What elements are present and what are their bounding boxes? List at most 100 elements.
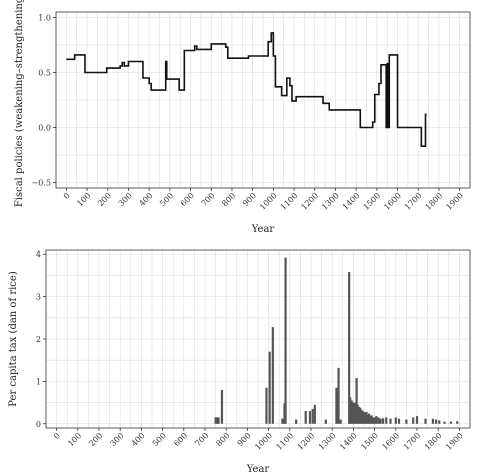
fiscal-policy-x-tick-label: 100: [75, 191, 92, 208]
fiscal-policy-x-tick-label: 1300: [320, 191, 341, 212]
per-capita-tax-bar: [265, 387, 268, 424]
per-capita-tax-x-tick-label: 1300: [317, 431, 338, 452]
per-capita-tax-x-axis-label: Year: [246, 464, 270, 475]
per-capita-tax-bar: [370, 415, 373, 424]
per-capita-tax-bar: [371, 417, 374, 424]
fiscal-policy-grid: [56, 12, 470, 188]
fiscal-policy-x-tick-label: 1400: [341, 191, 362, 212]
per-capita-tax-bar: [214, 417, 217, 424]
per-capita-tax-bar: [434, 419, 438, 424]
fiscal-policy-x-tick-label: 500: [158, 191, 175, 208]
fiscal-policy-x-tick-label: 1500: [362, 191, 383, 212]
per-capita-tax-bar: [295, 419, 298, 424]
per-capita-tax-bar: [364, 413, 367, 424]
per-capita-tax-y-tick-label: 4: [36, 250, 41, 259]
per-capita-tax-bar: [385, 417, 388, 424]
per-capita-tax-bar: [220, 389, 224, 424]
fiscal-policy-x-tick-label: 1000: [258, 191, 279, 212]
per-capita-tax-bar: [389, 418, 392, 424]
per-capita-tax-bar: [337, 367, 340, 424]
fiscal-policy-x-tick-label: 300: [117, 191, 134, 208]
per-capita-tax-bar: [431, 418, 434, 424]
per-capita-tax-bar: [381, 418, 385, 424]
fiscal-policy-panel: 0 100 200 300 400 500 600 700 800 900 1000 1100 1200…: [14, 0, 471, 235]
per-capita-tax-x-tick-label: 700: [193, 431, 210, 448]
per-capita-tax-x-tick-label: 400: [130, 431, 147, 448]
fiscal-policy-y-tick-label: 0.0: [38, 124, 51, 133]
fiscal-policy-x-tick-label: 1700: [403, 191, 424, 212]
per-capita-tax-bar: [353, 402, 356, 424]
per-capita-tax-bar: [324, 419, 327, 424]
fiscal-policy-y-axis-label: Fiscal policies (weakening–strengthening…: [14, 0, 25, 207]
per-capita-tax-bar: [456, 421, 459, 424]
per-capita-tax-bar: [217, 417, 220, 424]
per-capita-tax-bar: [215, 417, 219, 424]
per-capita-tax-bar: [350, 400, 353, 424]
per-capita-tax-bar: [405, 419, 408, 424]
per-capita-tax-x-tick-label: 1100: [274, 431, 295, 452]
fiscal-policy-y-ticks: −0.5 0.0 0.5 1.0: [32, 14, 56, 188]
fiscal-policy-x-tick-label: 1900: [444, 191, 465, 212]
per-capita-tax-bar: [412, 417, 415, 424]
per-capita-tax-y-tick-label: 0: [36, 420, 41, 429]
per-capita-tax-y-tick-label: 3: [36, 293, 41, 302]
per-capita-tax-x-tick-label: 800: [214, 431, 231, 448]
fiscal-policy-x-tick-label: 400: [137, 191, 154, 208]
fiscal-policy-x-tick-label: 800: [220, 191, 237, 208]
per-capita-tax-bar: [359, 407, 362, 424]
per-capita-tax-bar: [311, 408, 314, 424]
per-capita-tax-panel: 0 100 200 300 400 500 600 700 800 900 1000 1100 1200…: [8, 249, 471, 475]
per-capita-tax-x-tick-label: 0: [52, 431, 62, 441]
per-capita-tax-bar: [449, 421, 453, 424]
per-capita-tax-bar: [361, 411, 364, 424]
fiscal-policy-x-tick-label: 1100: [279, 191, 300, 212]
per-capita-tax-bar: [373, 417, 376, 424]
per-capita-tax-bar: [335, 387, 338, 424]
per-capita-tax-x-ticks: 0 100 200 300 400 500 600 700 800 900 1000 1100 1200…: [52, 428, 465, 452]
per-capita-tax-x-tick-label: 1200: [296, 431, 317, 452]
per-capita-tax-bar: [365, 411, 368, 424]
per-capita-tax-x-tick-label: 300: [108, 431, 125, 448]
per-capita-tax-bar: [397, 418, 401, 424]
per-capita-tax-x-tick-label: 500: [151, 431, 168, 448]
per-capita-tax-y-tick-label: 2: [36, 335, 41, 344]
per-capita-tax-bar: [348, 272, 351, 424]
per-capita-tax-bar: [351, 402, 355, 424]
per-capita-tax-x-tick-label: 1400: [338, 431, 359, 452]
per-capita-tax-bar: [362, 411, 366, 424]
fiscal-policy-series-line: [66, 32, 427, 147]
per-capita-tax-grid: [46, 250, 470, 428]
fiscal-policy-x-axis-label: Year: [251, 224, 275, 235]
fiscal-policy-x-tick-label: 1800: [424, 191, 445, 212]
per-capita-tax-bar: [415, 416, 419, 424]
per-capita-tax-x-tick-label: 1700: [402, 431, 423, 452]
per-capita-tax-bar: [438, 420, 441, 424]
fiscal-policy-x-tick-label: 900: [241, 191, 258, 208]
per-capita-tax-bar: [375, 416, 378, 424]
per-capita-tax-y-axis-label: Per capita tax (dan of rice): [8, 271, 19, 407]
per-capita-tax-x-tick-label: 1000: [253, 431, 274, 452]
per-capita-tax-bar: [268, 351, 271, 424]
fiscal-policy-x-tick-label: 200: [96, 191, 113, 208]
per-capita-tax-bar: [394, 417, 397, 424]
per-capita-tax-bar: [379, 418, 382, 424]
per-capita-tax-x-tick-label: 1600: [380, 431, 401, 452]
per-capita-tax-bar: [356, 404, 359, 424]
per-capita-tax-x-tick-label: 1500: [359, 431, 380, 452]
per-capita-tax-bar: [304, 411, 307, 424]
per-capita-tax-bar: [367, 413, 371, 424]
per-capita-tax-bar: [369, 416, 372, 424]
fiscal-policy-plot-frame: [55, 11, 471, 189]
fiscal-policy-x-ticks: 0 100 200 300 400 500 600 700 800 900 1000 1100 1200…: [62, 188, 465, 212]
per-capita-tax-bar: [339, 419, 342, 424]
per-capita-tax-bars: [214, 257, 459, 424]
per-capita-tax-y-ticks: 0 1 2 3 4: [36, 250, 46, 429]
per-capita-tax-x-tick-label: 600: [172, 431, 189, 448]
per-capita-tax-bar: [281, 418, 284, 424]
fiscal-policy-x-tick-label: 700: [199, 191, 216, 208]
per-capita-tax-y-tick-label: 1: [36, 377, 41, 386]
per-capita-tax-bar: [424, 418, 427, 424]
per-capita-tax-bar: [271, 327, 274, 424]
per-capita-tax-bar: [360, 409, 363, 424]
